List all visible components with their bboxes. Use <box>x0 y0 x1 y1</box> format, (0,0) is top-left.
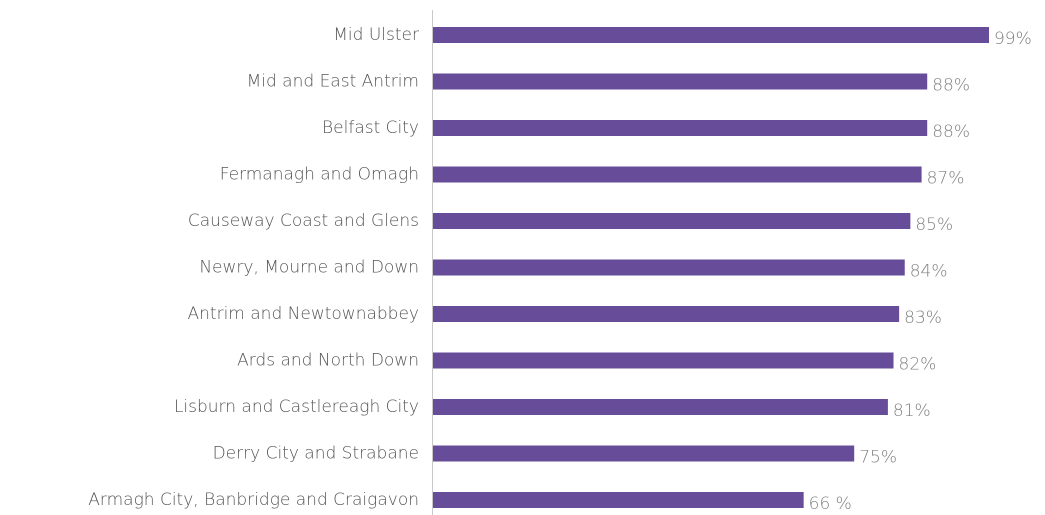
category-label: Mid Ulster <box>333 25 419 45</box>
category-label: Derry City and Strabane <box>213 444 419 464</box>
value-label: 87% <box>927 169 965 189</box>
bar <box>433 120 928 136</box>
bar <box>433 492 804 508</box>
category-label: Lisburn and Castlereagh City <box>174 397 419 417</box>
bar <box>433 445 855 462</box>
value-label: 75% <box>859 448 897 468</box>
category-label: Mid and East Antrim <box>247 72 419 92</box>
category-label: Belfast City <box>322 118 419 138</box>
bar <box>433 399 888 415</box>
bar <box>433 352 894 369</box>
category-label: Fermanagh and Omagh <box>220 165 419 185</box>
bar <box>433 259 905 276</box>
value-label: 85% <box>915 215 953 235</box>
value-label: 88% <box>932 76 970 96</box>
value-label: 99% <box>994 29 1032 49</box>
value-label: 81% <box>893 401 931 421</box>
bar <box>433 306 900 322</box>
bar <box>433 27 989 43</box>
category-label: Ards and North Down <box>237 351 419 371</box>
category-label: Armagh City, Banbridge and Craigavon <box>88 490 419 510</box>
bar <box>433 213 911 229</box>
bar <box>433 73 928 90</box>
value-label: 88% <box>932 122 970 142</box>
category-label: Newry, Mourne and Down <box>199 258 419 278</box>
value-label: 84% <box>910 262 948 282</box>
bar <box>433 166 922 183</box>
category-label: Causeway Coast and Glens <box>188 211 419 231</box>
value-label: 66 % <box>809 494 852 514</box>
category-label: Antrim and Newtownabbey <box>188 304 419 324</box>
value-label: 83% <box>904 308 942 328</box>
value-label: 82% <box>899 355 937 375</box>
